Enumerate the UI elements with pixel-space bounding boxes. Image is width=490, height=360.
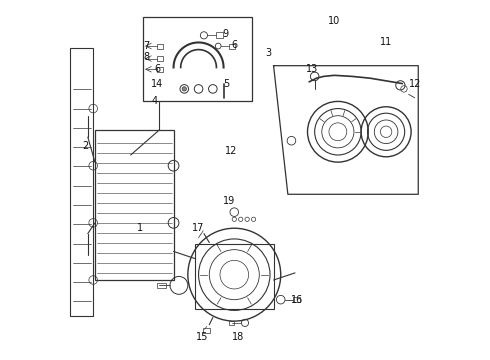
- Bar: [157, 57, 163, 62]
- Text: 8: 8: [144, 53, 150, 63]
- Text: 13: 13: [306, 64, 318, 74]
- Text: 16: 16: [291, 295, 303, 305]
- Text: 7: 7: [144, 41, 150, 51]
- Text: 18: 18: [232, 332, 244, 342]
- Bar: [217, 32, 223, 38]
- Bar: [157, 67, 163, 72]
- Bar: [95, 130, 173, 280]
- Circle shape: [182, 87, 186, 91]
- Bar: [143, 18, 252, 102]
- Text: 19: 19: [223, 197, 235, 206]
- Text: 12: 12: [224, 147, 237, 157]
- Text: 4: 4: [151, 96, 158, 107]
- Text: 5: 5: [223, 78, 229, 89]
- Text: 6: 6: [154, 64, 161, 74]
- Text: 6: 6: [231, 40, 237, 50]
- Text: 12: 12: [409, 78, 421, 89]
- Bar: [157, 44, 163, 49]
- Bar: [157, 283, 167, 288]
- Bar: [70, 48, 93, 316]
- Text: 10: 10: [328, 16, 341, 26]
- Bar: [229, 44, 235, 49]
- Text: 9: 9: [222, 28, 228, 39]
- Text: 3: 3: [265, 48, 271, 58]
- Bar: [195, 244, 273, 309]
- Bar: [229, 321, 234, 325]
- Text: 14: 14: [151, 78, 164, 89]
- Bar: [293, 297, 300, 302]
- Text: 15: 15: [196, 332, 208, 342]
- Text: 11: 11: [380, 37, 392, 48]
- Text: 2: 2: [82, 141, 88, 151]
- Text: 1: 1: [137, 223, 143, 233]
- Bar: [203, 328, 210, 333]
- Text: 17: 17: [193, 223, 205, 233]
